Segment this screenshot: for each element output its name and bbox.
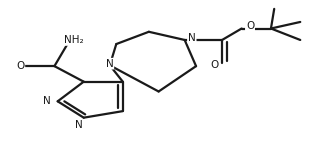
Text: O: O bbox=[210, 60, 218, 70]
Text: NH₂: NH₂ bbox=[64, 35, 84, 45]
Text: N: N bbox=[188, 33, 196, 43]
Text: O: O bbox=[16, 61, 24, 71]
Text: N: N bbox=[43, 96, 51, 106]
Text: N: N bbox=[75, 120, 83, 131]
Text: N: N bbox=[106, 59, 113, 69]
Text: O: O bbox=[246, 21, 254, 31]
